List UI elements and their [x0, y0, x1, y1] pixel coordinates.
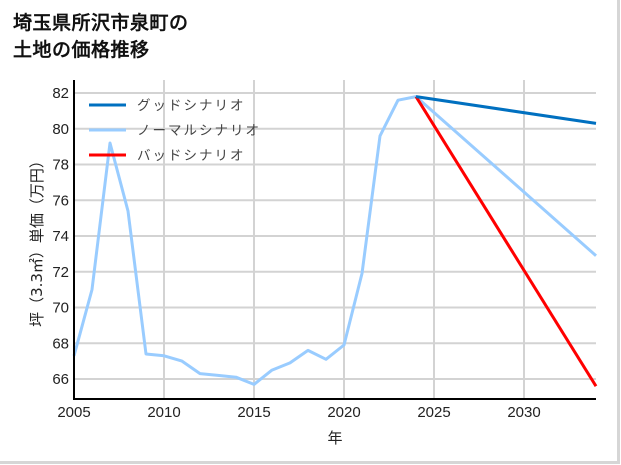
y-tick-label: 74: [52, 228, 69, 245]
y-axis-label: 坪（3.3㎡）単価（万円）: [28, 153, 46, 327]
legend-label: ノーマルシナリオ: [137, 123, 261, 139]
chart-title-line-1: 埼玉県所沢市泉町の: [13, 12, 189, 34]
series-line: [415, 95, 597, 125]
x-tick-label: 2030: [507, 404, 540, 421]
y-tick-label: 72: [52, 264, 69, 281]
y-tick-label: 66: [52, 371, 69, 388]
data-series: [72, 95, 598, 387]
x-tick-label: 2015: [237, 404, 270, 421]
legend-label: バッドシナリオ: [137, 148, 246, 164]
legend-label: グッドシナリオ: [137, 98, 246, 114]
tick-labels: 66 68 70 72 74 76 78 80 82 2005 2010 2015 2020 2025 20…: [52, 85, 540, 421]
y-tick-label: 70: [52, 300, 69, 317]
x-tick-label: 2010: [147, 404, 180, 421]
series-line: [72, 95, 597, 386]
chart-title: 埼玉県所沢市泉町の 土地の価格推移: [13, 10, 189, 64]
x-tick-label: 2020: [327, 404, 360, 421]
y-tick-label: 80: [52, 121, 69, 138]
chart-title-line-2: 土地の価格推移: [13, 39, 150, 61]
series-line: [414, 95, 598, 387]
y-tick-label: 82: [52, 85, 69, 102]
x-tick-label: 2005: [57, 404, 90, 421]
y-tick-label: 68: [52, 335, 69, 352]
y-tick-label: 78: [52, 157, 69, 174]
x-axis-label: 年: [327, 429, 342, 447]
axes: [73, 80, 596, 400]
y-tick-label: 76: [52, 192, 69, 209]
x-tick-label: 2025: [417, 404, 450, 421]
